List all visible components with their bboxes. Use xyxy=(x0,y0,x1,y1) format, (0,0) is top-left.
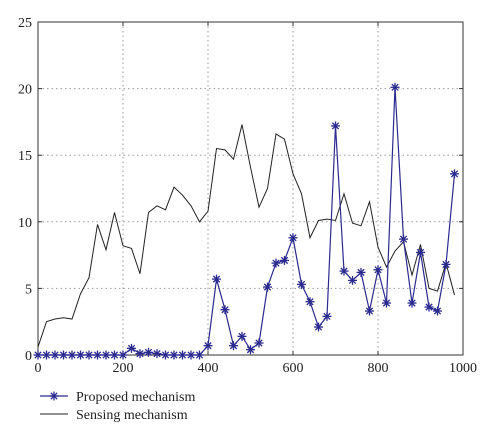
data-point-proposed xyxy=(50,350,60,360)
data-point-proposed xyxy=(450,169,459,179)
data-point-proposed xyxy=(254,338,264,348)
data-point-proposed xyxy=(297,279,306,289)
data-point-proposed xyxy=(424,302,434,312)
data-point-proposed xyxy=(195,350,204,360)
y-tick-label: 5 xyxy=(25,282,32,297)
data-point-proposed xyxy=(101,350,111,360)
data-point-proposed xyxy=(186,350,196,360)
y-tick-label: 25 xyxy=(18,16,32,31)
legend-marker-star-icon xyxy=(49,391,59,401)
data-point-proposed xyxy=(399,234,408,244)
data-point-proposed xyxy=(441,259,451,269)
data-point-proposed xyxy=(365,306,374,316)
data-point-proposed xyxy=(263,282,272,292)
data-point-proposed xyxy=(288,233,298,243)
x-tick-label: 1000 xyxy=(449,361,477,376)
x-tick-label: 800 xyxy=(368,361,389,376)
data-point-proposed xyxy=(220,305,230,315)
legend-item-proposed: Proposed mechanism xyxy=(40,390,195,405)
legend-star-marker xyxy=(49,391,59,401)
data-point-proposed xyxy=(161,350,170,360)
y-tick-label: 0 xyxy=(25,349,32,364)
data-point-proposed xyxy=(135,349,145,359)
data-point-proposed xyxy=(110,350,119,360)
x-tick-label: 200 xyxy=(113,361,134,376)
data-point-proposed xyxy=(203,341,213,351)
data-point-proposed xyxy=(373,265,383,275)
data-point-proposed xyxy=(212,274,221,284)
data-point-proposed xyxy=(314,322,323,332)
data-point-proposed xyxy=(152,349,162,359)
series-line-proposed xyxy=(38,87,456,356)
data-point-proposed xyxy=(33,350,43,360)
axis-ticks: 0 200 400 600 800 1000 0 5 10 15 20 25 xyxy=(18,16,477,376)
data-point-proposed xyxy=(390,82,400,92)
data-point-proposed xyxy=(339,266,349,276)
data-point-proposed xyxy=(305,297,315,307)
data-point-proposed xyxy=(144,347,153,357)
data-point-proposed xyxy=(59,350,68,360)
data-point-proposed xyxy=(356,267,366,277)
data-point-proposed xyxy=(237,331,247,341)
data-point-proposed xyxy=(382,298,391,308)
y-tick-label: 15 xyxy=(18,149,32,164)
data-point-proposed xyxy=(84,350,94,360)
legend-label-proposed: Proposed mechanism xyxy=(76,390,195,405)
data-point-proposed xyxy=(118,350,128,360)
x-tick-label: 400 xyxy=(198,361,219,376)
y-tick-label: 10 xyxy=(18,216,32,231)
legend-item-sensing: Sensing mechanism xyxy=(40,408,188,423)
legend-label-sensing: Sensing mechanism xyxy=(76,408,188,423)
data-point-proposed xyxy=(348,275,357,285)
x-tick-label: 600 xyxy=(283,361,304,376)
y-tick-label: 20 xyxy=(18,83,32,98)
data-point-proposed xyxy=(169,350,179,360)
data-point-proposed xyxy=(76,350,85,360)
series-layer xyxy=(33,82,459,360)
series-line-sensing xyxy=(37,124,455,348)
data-point-proposed xyxy=(127,343,136,353)
data-point-proposed xyxy=(93,350,102,360)
data-point-proposed xyxy=(331,121,340,131)
data-point-proposed xyxy=(416,247,425,257)
data-point-proposed xyxy=(271,258,281,268)
x-tick-label: 0 xyxy=(35,361,42,376)
grid xyxy=(38,22,463,355)
legend: Proposed mechanism Sensing mechanism xyxy=(40,390,195,423)
data-point-proposed xyxy=(229,341,238,351)
data-point-proposed xyxy=(246,345,255,355)
plot-frame xyxy=(37,21,464,356)
data-point-proposed xyxy=(42,350,51,360)
data-point-proposed xyxy=(280,255,289,265)
data-point-proposed xyxy=(67,350,77,360)
data-point-proposed xyxy=(322,311,332,321)
data-point-proposed xyxy=(178,350,187,360)
data-point-proposed xyxy=(433,306,442,316)
data-point-proposed xyxy=(407,298,417,308)
